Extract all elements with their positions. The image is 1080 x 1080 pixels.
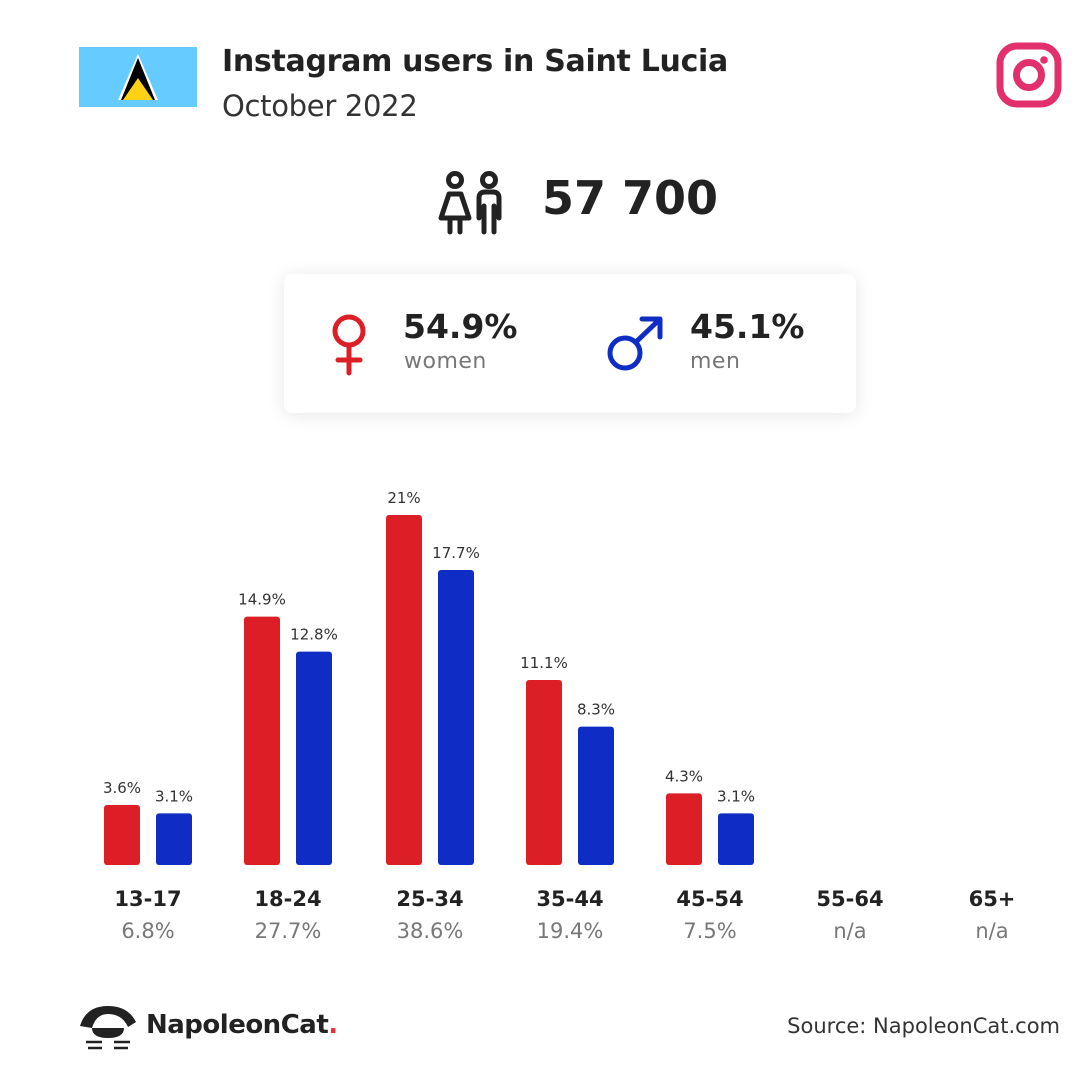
category-total-65+: n/a: [975, 919, 1008, 943]
male-icon: [607, 316, 663, 371]
age-gender-bar-chart: 3.6% 3.1% 13-17 6.8% 14.9%12.8% 18-24 27.7% 21%…: [103, 489, 1016, 943]
bar-men-35-44: [578, 726, 614, 865]
category-total-13-17: 6.8%: [121, 919, 174, 943]
category-total-25-34: 38.6%: [397, 919, 464, 943]
category-total-45-54: 7.5%: [683, 919, 736, 943]
data-label-men-45-54: 3.1%: [717, 787, 755, 805]
category-label-65+: 65+: [969, 887, 1016, 911]
category-label-35-44: 35-44: [536, 887, 603, 911]
data-label-women-25-34: 21%: [387, 489, 420, 507]
category-label-13-17: 13-17: [114, 887, 181, 911]
women-percentage: 54.9%: [403, 307, 518, 346]
bar-women-35-44: [526, 680, 562, 865]
bar-men-45-54: [718, 813, 754, 865]
data-label-women-45-54: 4.3%: [665, 767, 703, 785]
bar-men-13-17: [156, 813, 192, 865]
data-label-women-35-44: 11.1%: [520, 654, 568, 672]
page-subtitle: October 2022: [222, 89, 418, 123]
category-total-18-24: 27.7%: [255, 919, 322, 943]
brand-logo-text: NapoleonCat.: [146, 1010, 338, 1040]
category-total-35-44: 19.4%: [537, 919, 604, 943]
women-label: women: [404, 349, 487, 374]
female-icon: [332, 314, 366, 376]
napoleoncat-logo-icon: [80, 1006, 136, 1050]
category-label-55-64: 55-64: [816, 887, 883, 911]
category-label-25-34: 25-34: [396, 887, 463, 911]
brand-name: NapoleonCat: [146, 1010, 329, 1040]
bar-women-18-24: [244, 616, 280, 865]
instagram-icon: [996, 42, 1062, 108]
source-text: Source: NapoleonCat.com: [787, 1014, 1060, 1038]
saint-lucia-flag-icon: [79, 47, 197, 107]
data-label-women-18-24: 14.9%: [238, 591, 286, 609]
bar-women-45-54: [666, 793, 702, 865]
bar-women-13-17: [104, 805, 140, 865]
total-users-value: 57 700: [542, 171, 719, 225]
men-percentage: 45.1%: [690, 307, 805, 346]
people-icon: [438, 171, 502, 235]
category-label-18-24: 18-24: [254, 887, 321, 911]
category-total-55-64: n/a: [833, 919, 866, 943]
bar-men-18-24: [296, 651, 332, 865]
category-label-45-54: 45-54: [676, 887, 743, 911]
gender-card: [284, 274, 856, 413]
bar-men-25-34: [438, 570, 474, 865]
men-label: men: [690, 349, 741, 374]
data-label-men-18-24: 12.8%: [290, 626, 338, 644]
data-label-women-13-17: 3.6%: [103, 779, 141, 797]
data-label-men-13-17: 3.1%: [155, 787, 193, 805]
data-label-men-25-34: 17.7%: [432, 544, 480, 562]
bar-women-25-34: [386, 515, 422, 865]
brand-dot: .: [328, 1010, 338, 1040]
page-title: Instagram users in Saint Lucia: [222, 44, 728, 79]
data-label-men-35-44: 8.3%: [577, 701, 615, 719]
